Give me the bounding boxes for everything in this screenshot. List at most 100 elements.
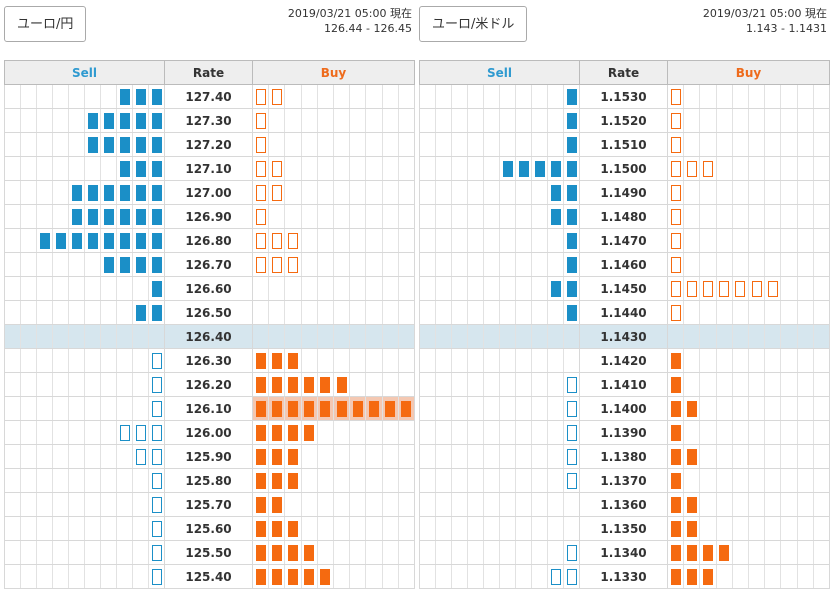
buy-grid-cell: [366, 301, 383, 324]
sell-order-block: [87, 208, 98, 225]
sell-grid-cell: [5, 301, 20, 324]
sell-order-block: [119, 112, 130, 129]
buy-grid-cell: [285, 397, 302, 420]
sell-volume-cells: [5, 133, 164, 156]
buy-grid-cell: [318, 565, 335, 588]
sell-grid-cell: [563, 445, 579, 468]
sell-order-block: [151, 88, 162, 105]
buy-grid-cell: [798, 493, 814, 516]
buy-grid-cell: [399, 445, 414, 468]
buy-grid-cell: [717, 205, 733, 228]
buy-cell: [667, 420, 830, 445]
buy-grid-cell: [302, 421, 318, 444]
sell-grid-cell: [68, 85, 84, 108]
sell-grid-cell: [36, 181, 52, 204]
buy-grid-cell: [781, 85, 798, 108]
buy-grid-cell: [798, 109, 814, 132]
sell-header: Sell: [4, 60, 165, 85]
sell-grid-cell: [467, 109, 483, 132]
sell-grid-cell: [100, 469, 116, 492]
buy-order-block: [670, 520, 681, 537]
sell-grid-cell: [148, 277, 164, 300]
buy-grid-cell: [668, 541, 685, 564]
buy-grid-cell: [765, 517, 782, 540]
sell-grid-cell: [563, 373, 579, 396]
rate-header: Rate: [579, 60, 668, 85]
buy-cell: [667, 396, 830, 421]
buy-grid-cell: [717, 157, 733, 180]
order-book-row: 1.1330: [419, 564, 830, 589]
buy-grid-cell: [814, 517, 829, 540]
sell-grid-cell: [5, 517, 20, 540]
sell-order-block: [135, 88, 146, 105]
sell-grid-cell: [100, 157, 116, 180]
buy-grid-cell: [717, 397, 733, 420]
buy-grid-cell: [798, 301, 814, 324]
buy-grid-cell: [383, 349, 399, 372]
sell-grid-cell: [547, 565, 563, 588]
sell-grid-cell: [20, 541, 36, 564]
sell-volume-cells: [420, 493, 579, 516]
rate-cell: 127.30: [164, 108, 253, 133]
buy-grid-cell: [302, 133, 318, 156]
buy-grid-cell: [366, 325, 383, 348]
sell-order-block: [87, 232, 98, 249]
buy-grid-cell: [366, 349, 383, 372]
buy-order-block: [288, 400, 298, 417]
sell-order-block: [566, 112, 577, 129]
buy-cell: [667, 324, 830, 349]
buy-order-block: [686, 544, 697, 561]
sell-grid-cell: [547, 109, 563, 132]
sell-position-block: [151, 424, 162, 441]
sell-grid-cell: [116, 229, 132, 252]
sell-grid-cell: [36, 277, 52, 300]
sell-grid-cell: [467, 157, 483, 180]
buy-cell: [252, 300, 415, 325]
sell-grid-cell: [5, 397, 20, 420]
buy-grid-cell: [814, 349, 829, 372]
sell-grid-cell: [148, 205, 164, 228]
buy-grid-cell: [399, 349, 414, 372]
timestamp: 2019/03/21 05:00 現在: [287, 7, 412, 20]
order-book-row: 1.1340: [419, 540, 830, 565]
sell-grid-cell: [451, 469, 467, 492]
pair-selector-button[interactable]: ユーロ/米ドル: [419, 6, 528, 42]
buy-grid-cell: [334, 325, 351, 348]
sell-volume-cells: [5, 301, 164, 324]
buy-grid-cell: [302, 205, 318, 228]
buy-order-block: [670, 448, 681, 465]
buy-grid-cell: [749, 397, 766, 420]
buy-grid-cell: [383, 469, 399, 492]
sell-grid-cell: [132, 517, 148, 540]
buy-position-block: [255, 184, 266, 201]
buy-order-block: [255, 424, 266, 441]
buy-grid-cell: [684, 325, 701, 348]
buy-grid-cell: [399, 421, 414, 444]
sell-grid-cell: [563, 565, 579, 588]
sell-grid-cell: [451, 493, 467, 516]
buy-grid-cell: [798, 205, 814, 228]
buy-grid-cell: [717, 349, 733, 372]
buy-cell: [667, 564, 830, 589]
buy-grid-cell: [318, 397, 335, 420]
sell-grid-cell: [420, 277, 435, 300]
sell-grid-cell: [68, 373, 84, 396]
buy-grid-cell: [269, 85, 286, 108]
buy-grid-cell: [334, 373, 351, 396]
buy-grid-cell: [302, 157, 318, 180]
sell-grid-cell: [531, 181, 547, 204]
buy-grid-cell: [253, 565, 270, 588]
buy-grid-cell: [269, 229, 286, 252]
sell-grid-cell: [52, 85, 68, 108]
order-book-row: 127.40: [4, 84, 415, 109]
sell-order-block: [119, 136, 130, 153]
buy-grid-cell: [253, 421, 270, 444]
sell-grid-cell: [116, 157, 132, 180]
pair-selector-button[interactable]: ユーロ/円: [4, 6, 87, 42]
order-book-table: Sell Rate Buy 1.1530 1.1520 1.1510 1.1500 1.…: [419, 60, 830, 589]
order-book-row: 126.50: [4, 300, 415, 325]
sell-grid-cell: [531, 325, 547, 348]
sell-grid-cell: [148, 181, 164, 204]
buy-grid-cell: [383, 133, 399, 156]
buy-grid-cell: [350, 373, 367, 396]
